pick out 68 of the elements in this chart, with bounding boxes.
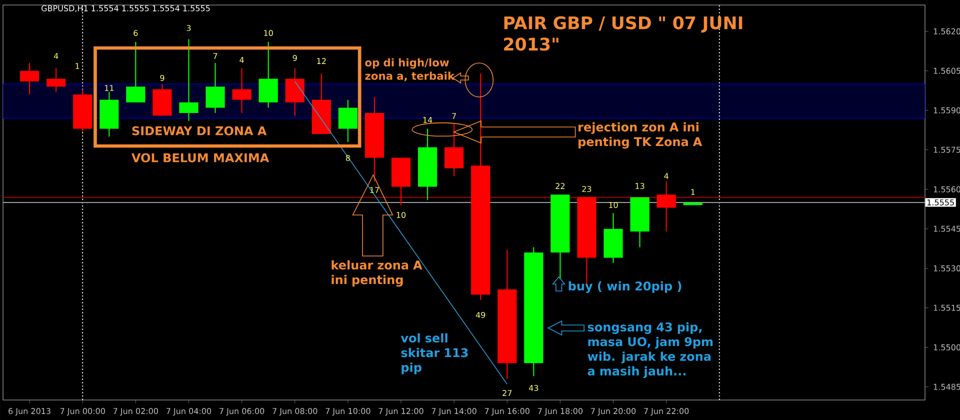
annotation: VOL BELUM MAXIMA (132, 153, 270, 162)
annotation: 43 (528, 384, 538, 391)
annotation: 10 (396, 212, 406, 218)
y-tick-label: 1.5530 (934, 265, 960, 272)
y-tick-label: 1.5590 (934, 107, 960, 114)
x-tick-label: 6 Jun 2013 (8, 408, 50, 416)
candlestick (232, 68, 252, 114)
x-tick-label: 7 Jun 22:00 (644, 408, 689, 416)
y-tick-label: 1.5545 (934, 226, 960, 232)
y-tick-label: 1.5620 (934, 28, 960, 34)
annotation: 4 (54, 53, 58, 59)
annotation: 4 (664, 173, 668, 179)
candlestick (46, 68, 66, 92)
x-tick-label: 7 Jun 04:00 (166, 408, 212, 416)
annotation: 1 (691, 189, 695, 195)
x-tick-label: 7 Jun 08:00 (272, 408, 318, 416)
x-tick-label: 7 Jun 20:00 (591, 408, 636, 416)
annotation: 23 (582, 186, 592, 192)
x-tick-label: 7 Jun 18:00 (538, 408, 583, 416)
annotation: 12 (317, 58, 326, 64)
annotation: 22 (556, 183, 564, 189)
annotation: 6 (134, 30, 138, 36)
annotation: 14 (423, 117, 432, 123)
annotation: 7 (452, 113, 456, 119)
annotation: keluar zona A ini penting (332, 260, 422, 287)
annotation: 13 (636, 182, 644, 189)
annotation: 49 (476, 312, 486, 318)
annotation: SIDEWAY DI ZONA A (132, 126, 267, 136)
annotation: 1 (76, 63, 80, 69)
annotation: 11 (104, 85, 114, 91)
candlestick (126, 41, 146, 103)
annotation: buy ( win 20pip ) (568, 281, 682, 293)
y-tick-label: 1.5500 (934, 344, 960, 350)
candlestick (20, 62, 40, 96)
y-tick-label: 1.5515 (934, 304, 960, 311)
annotation: 10 (609, 202, 618, 208)
candlestick (285, 68, 304, 116)
annotation: 9 (292, 54, 297, 62)
x-tick-label: 7 Jun 06:00 (220, 408, 264, 416)
annotation: rejection zon A ini penting TK Zona A (578, 122, 702, 149)
ref-line-label: 1.5555 (927, 200, 954, 206)
annotation: GBPUSD,H1 1.5554 1.5555 1.5554 1.5555 (42, 5, 210, 12)
annotation: 3 (186, 24, 191, 31)
annotation: vol sell skitar 113 pip (400, 333, 468, 374)
y-tick-label: 1.5605 (934, 68, 960, 74)
x-tick-label: 7 Jun 10:00 (326, 408, 370, 416)
x-tick-label: 7 Jun 00:00 (60, 408, 105, 416)
annotation: 4 (240, 57, 244, 63)
x-tick-label: 7 Jun 12:00 (378, 408, 424, 416)
annotation: songsang 43 pip, masa UO, jam 9pm wib. jarak ke zona a masih jauh... (588, 322, 713, 378)
x-tick-label: 7 Jun 02:00 (113, 408, 158, 416)
candlestick (258, 41, 278, 108)
annotation: 7 (213, 53, 218, 59)
candlestick (206, 62, 225, 114)
text: PAIR GBP / USD " 07 JUNI 2013" (504, 16, 742, 51)
y-tick-label: 1.5560 (934, 186, 960, 192)
candlestick (338, 99, 358, 142)
candlestick (444, 122, 464, 177)
annotation: op di high/low zona a, terbaik (365, 58, 455, 82)
annotation: 27 (502, 390, 512, 396)
candlestick (656, 180, 676, 232)
annotation: 10 (264, 30, 273, 36)
x-tick-label: 7 Jun 16:00 (484, 408, 530, 416)
x-tick-label: 7 Jun 14:00 (432, 408, 476, 416)
candlestick (179, 38, 198, 122)
y-tick-label: 1.5485 (934, 384, 960, 390)
annotation: 9 (160, 74, 164, 82)
y-tick-label: 1.5575 (934, 146, 960, 153)
